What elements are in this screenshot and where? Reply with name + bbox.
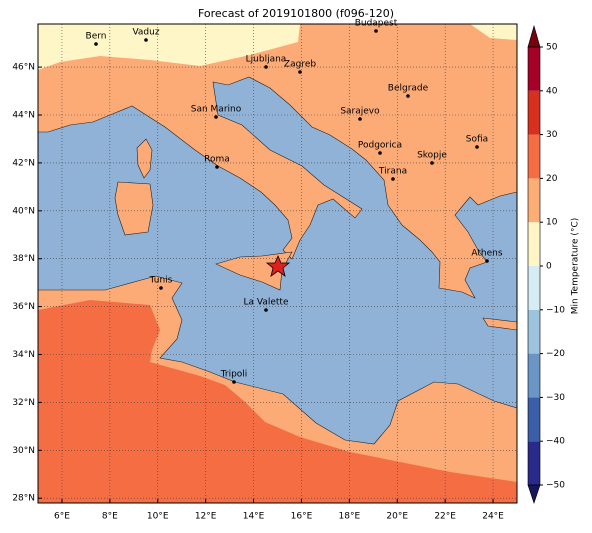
colorbar-tick-label: −50 [546,481,565,491]
x-tick-label: 6°E [54,512,70,522]
city-label: Roma [204,155,230,165]
city-dot [215,165,219,169]
colorbar-bin [528,178,540,223]
x-tick-label: 16°E [291,512,313,522]
y-tick-label: 38°N [12,254,35,264]
y-tick-label: 44°N [12,111,35,121]
colorbar-bin [528,397,540,442]
x-tick-label: 8°E [102,512,118,522]
x-tick-label: 14°E [243,512,265,522]
x-tick-label: 20°E [386,512,408,522]
colorbar-bin [528,441,540,485]
city-label: Sofia [466,135,488,145]
y-tick-label: 32°N [12,398,35,408]
colorbar-bin [528,90,540,135]
colorbar-tick-label: −30 [546,393,565,403]
colorbar-bin [528,47,540,91]
city-dot [358,117,362,121]
colorbar-tick-label: 10 [546,218,558,228]
colorbar-label: Min Temperature (°C) [571,218,581,315]
city-dot [159,286,163,290]
colorbar-tick-label: −20 [546,349,565,359]
city-label: Tirana [378,167,407,177]
city-dot [485,259,489,263]
colorbar-extend [527,484,541,504]
city-label: Tunis [149,276,173,286]
colorbar-bin [528,134,540,179]
x-tick-label: 24°E [482,512,504,522]
colorbar-tick-label: 40 [546,86,558,96]
city-label: Skopje [417,151,447,161]
city-label: Belgrade [388,84,429,94]
y-tick-label: 42°N [12,158,35,168]
city-label: Vaduz [132,28,159,38]
colorbar-tick-label: 20 [546,174,558,184]
colorbar-tick-label: 30 [546,130,558,140]
city-label: Budapest [355,19,398,29]
y-tick-label: 34°N [12,350,35,360]
colorbar-extend [527,24,541,48]
y-tick-label: 46°N [12,63,35,73]
map-frame [37,23,518,504]
colorbar-tick-label: −40 [546,437,565,447]
city-label: Podgorica [358,141,402,151]
city-dot [232,380,236,384]
land [38,24,517,503]
city-dot [264,65,268,69]
city-label: Zagreb [284,60,316,70]
y-tick-label: 36°N [12,302,35,312]
city-dot [94,42,98,46]
colorbar-bin [528,353,540,398]
city-dot [144,38,148,42]
y-tick-label: 40°N [12,206,35,216]
colorbar-tick-label: 0 [546,262,552,272]
city-dot [406,94,410,98]
city-dot [430,161,434,165]
city-label: La Valette [244,298,289,308]
city-dot [264,308,268,312]
x-tick-label: 12°E [195,512,217,522]
colorbar-tick-label: 50 [546,43,558,53]
city-dot [391,177,395,181]
city-dot [374,29,378,33]
colorbar-bin [528,266,540,310]
city-dot [214,115,218,119]
colorbar-bin [528,309,540,354]
city-dot [378,151,382,155]
star-marker [265,254,291,277]
city-label: Athens [471,249,502,259]
city-dot [475,145,479,149]
city-label: Tripoli [220,370,248,380]
colorbar-bin [528,222,540,266]
city-label: Sarajevo [340,107,380,117]
colorbar-tick-label: −10 [546,305,565,315]
x-tick-label: 18°E [339,512,361,522]
x-tick-label: 22°E [434,512,456,522]
y-tick-label: 28°N [12,494,35,504]
title: Forecast of 2019101800 (f096-120) [198,7,394,20]
y-tick-label: 30°N [12,446,35,456]
city-label: Bern [86,32,107,42]
x-tick-label: 10°E [147,512,169,522]
city-dot [298,70,302,74]
city-label: Ljubljana [246,55,287,65]
city-label: San Marino [191,105,242,115]
